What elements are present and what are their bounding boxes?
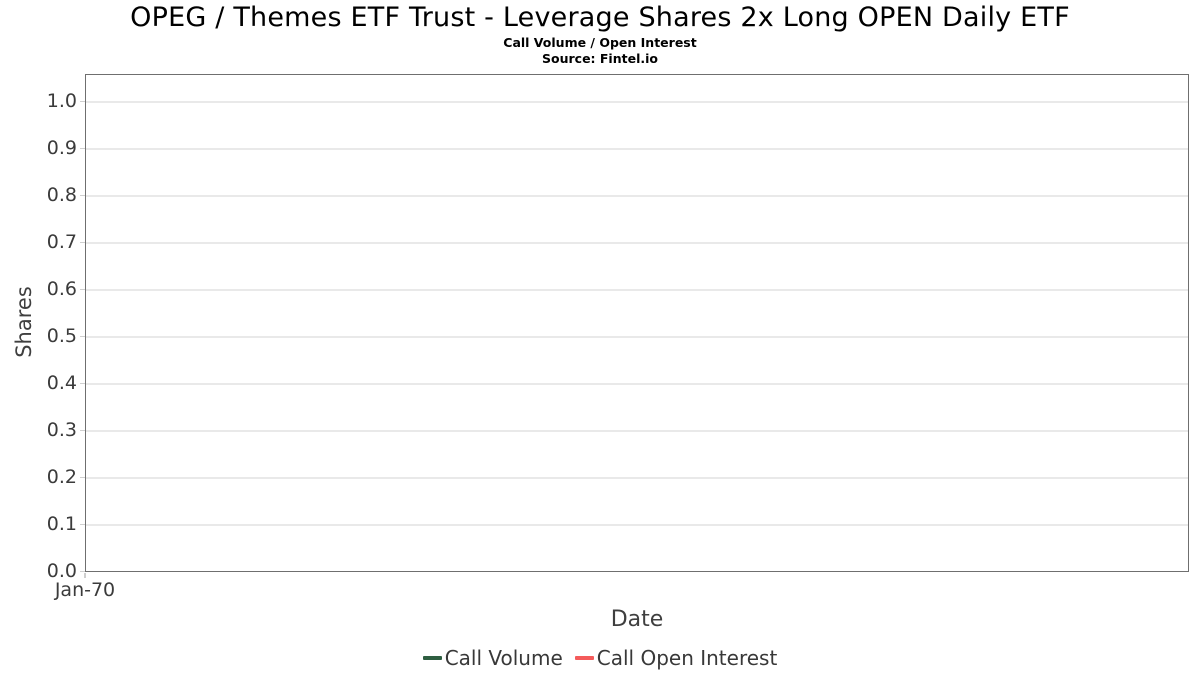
y-tick-label: 0.0: [46, 559, 77, 582]
plot-area: [85, 74, 1189, 572]
y-tick-mark: [80, 241, 85, 244]
y-gridline: [86, 148, 1188, 150]
chart-title: OPEG / Themes ETF Trust - Leverage Share…: [130, 2, 1070, 33]
y-tick-label: 0.1: [46, 512, 77, 535]
chart-source-credit: Source: Fintel.io: [542, 51, 658, 66]
y-gridline: [86, 242, 1188, 244]
y-tick-mark: [80, 288, 85, 291]
y-tick-mark: [80, 335, 85, 338]
x-axis-label: Date: [610, 607, 664, 632]
y-tick-label: 0.9: [46, 136, 77, 159]
y-tick-label: 0.2: [46, 465, 77, 488]
chart-subtitle: Call Volume / Open Interest: [503, 35, 697, 50]
y-gridline: [86, 477, 1188, 479]
y-tick-mark: [80, 476, 85, 479]
y-tick-label: 0.6: [46, 277, 77, 300]
x-tick-mark: [84, 573, 86, 578]
y-gridline: [86, 430, 1188, 432]
y-gridline: [86, 336, 1188, 338]
legend-item-call-open-interest: Call Open Interest: [574, 646, 778, 670]
y-gridline: [86, 101, 1188, 103]
y-tick-label: 0.3: [46, 418, 77, 441]
y-tick-label: 0.7: [46, 230, 77, 253]
legend-label-call-volume: Call Volume: [444, 646, 563, 670]
legend-swatch-call-volume-line-icon: [422, 656, 442, 660]
y-gridline: [86, 289, 1188, 291]
legend-item-call-volume: Call Volume: [422, 646, 563, 670]
y-tick-label: 0.8: [46, 183, 77, 206]
x-tick-label: Jan-70: [54, 579, 116, 601]
y-tick-mark: [80, 523, 85, 526]
y-tick-mark: [80, 382, 85, 385]
y-gridline: [86, 524, 1188, 526]
y-gridline: [86, 195, 1188, 197]
legend: Call Volume Call Open Interest: [0, 646, 1200, 670]
y-tick-mark: [80, 194, 85, 197]
y-tick-mark: [80, 429, 85, 432]
y-gridline: [86, 383, 1188, 385]
y-tick-mark: [80, 570, 85, 573]
y-tick-mark: [80, 147, 85, 150]
y-tick-label: 1.0: [46, 89, 77, 112]
legend-swatch-call-open-interest-line-icon: [574, 656, 594, 660]
legend-label-call-open-interest: Call Open Interest: [596, 646, 778, 670]
y-tick-label: 0.4: [46, 371, 77, 394]
y-tick-mark: [80, 100, 85, 103]
y-tick-label: 0.5: [46, 324, 77, 347]
